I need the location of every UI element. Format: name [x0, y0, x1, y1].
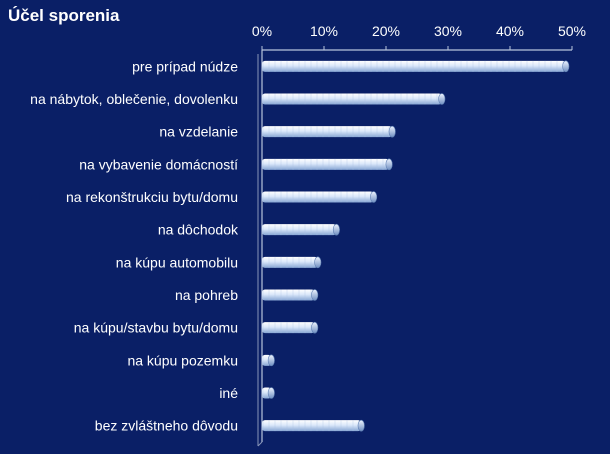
bar-texture [262, 420, 362, 432]
y-axis-depth-corner [257, 441, 263, 447]
x-tick-label: 50% [558, 23, 586, 39]
bar-cap [562, 60, 570, 73]
bar-cap [311, 289, 319, 301]
category-label: na kúpu automobilu [116, 254, 238, 270]
bar [262, 60, 570, 73]
category-label: na kúpu pozemku [127, 352, 238, 368]
bar [262, 158, 393, 171]
bar [262, 321, 319, 334]
bar-texture [262, 126, 393, 138]
bar-cap [314, 256, 322, 269]
x-tick-label: 10% [310, 23, 338, 39]
category-label: na vybavenie domácností [79, 156, 238, 172]
x-tick-label: 30% [434, 23, 462, 39]
category-label: na rekonštrukciu bytu/domu [66, 189, 238, 205]
bar [262, 191, 378, 203]
bar [262, 354, 275, 367]
category-label: iné [219, 385, 238, 401]
x-tick-label: 40% [496, 23, 524, 39]
bar-cap [385, 158, 393, 171]
chart-title: Účel sporenia [8, 6, 120, 25]
bar-cap [370, 191, 378, 203]
bar-cap [388, 125, 396, 138]
category-label: na kúpu/stavbu bytu/domu [74, 320, 238, 336]
category-label: na dôchodok [158, 222, 239, 238]
bar [262, 223, 340, 236]
category-label: na pohreb [175, 287, 238, 303]
bar [262, 256, 322, 269]
bar-cap [332, 223, 340, 236]
x-tick-label: 0% [252, 23, 272, 39]
bar-texture [262, 191, 374, 203]
bar-cap [357, 419, 365, 432]
bar [262, 419, 365, 432]
bar-texture [262, 322, 315, 334]
bar-cap [311, 321, 319, 334]
bar-cap [438, 93, 446, 105]
category-label: bez zvláštneho dôvodu [95, 418, 238, 434]
bar-texture [262, 224, 337, 236]
bar-texture [262, 256, 318, 268]
bar-cap [267, 387, 275, 399]
x-tick-label: 20% [372, 23, 400, 39]
bar [262, 387, 275, 399]
bar [262, 289, 319, 301]
bar-texture [262, 60, 566, 72]
bar-cap [267, 354, 275, 367]
bar-texture [262, 158, 390, 170]
category-label: na vzdelanie [159, 124, 238, 140]
category-label: na nábytok, oblečenie, dovolenku [30, 91, 238, 107]
bar-texture [262, 93, 442, 105]
bar-texture [262, 289, 315, 301]
bar [262, 93, 446, 105]
bar [262, 125, 396, 138]
category-label: pre prípad núdze [132, 58, 238, 74]
